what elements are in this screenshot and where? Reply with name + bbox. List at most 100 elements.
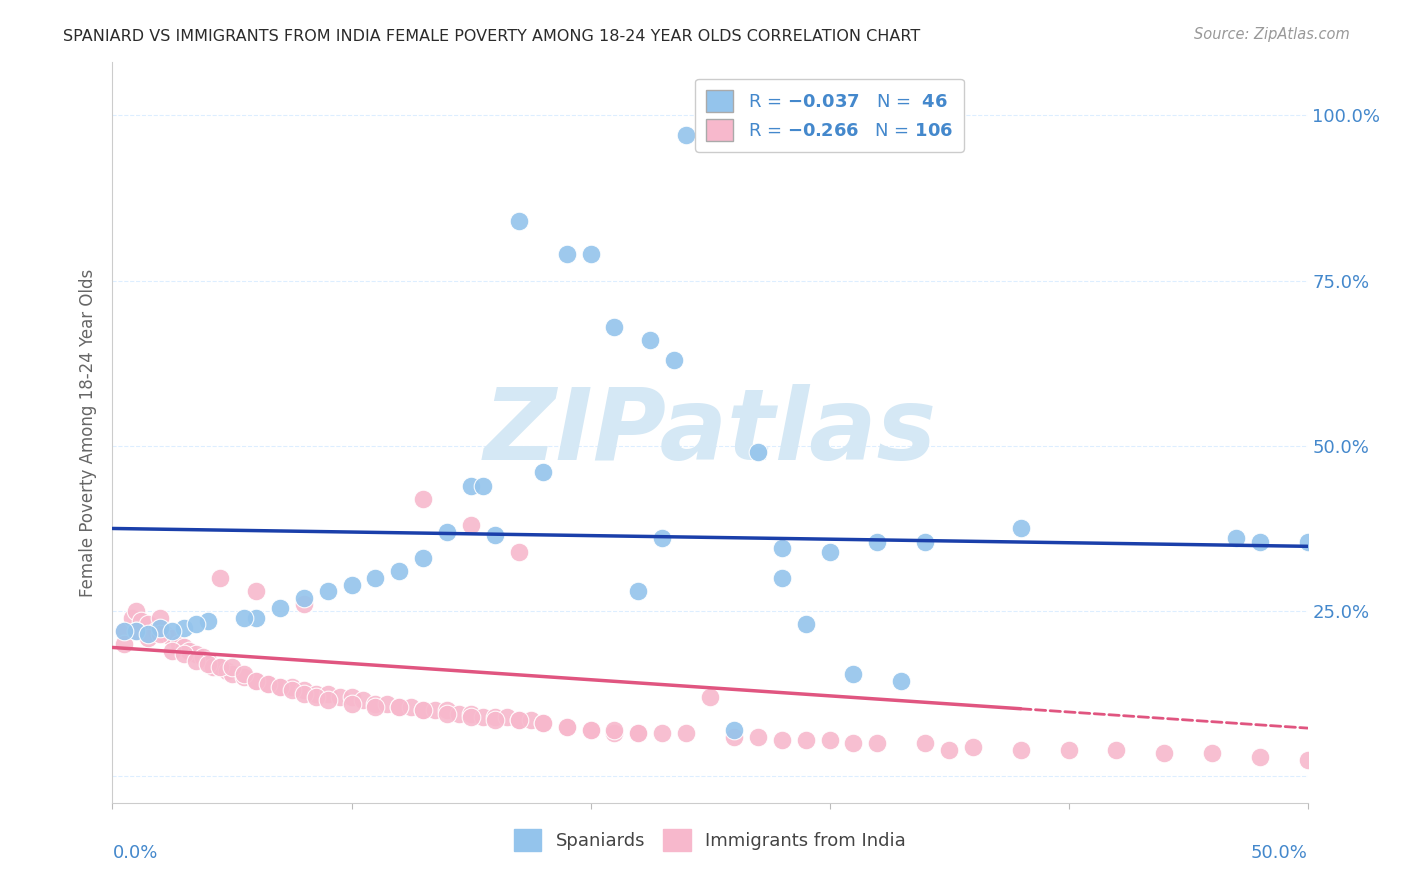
Point [472,710,495,724]
Point [890,673,912,688]
Point [603,726,626,740]
Text: ZIPatlas: ZIPatlas [484,384,936,481]
Point [770,733,793,747]
Point [531,716,554,731]
Point [866,736,889,750]
Point [352,693,374,707]
Point [1249,534,1271,549]
Point [1010,743,1032,757]
Point [496,710,519,724]
Point [866,534,889,549]
Point [412,491,434,506]
Point [412,703,434,717]
Point [305,687,328,701]
Point [193,650,215,665]
Point [125,624,148,638]
Point [460,478,482,492]
Point [138,627,160,641]
Point [508,544,530,558]
Point [603,319,626,334]
Point [197,614,219,628]
Text: 50.0%: 50.0% [1251,844,1308,862]
Point [664,352,686,367]
Point [447,706,470,721]
Point [245,673,267,688]
Point [257,677,280,691]
Point [125,604,148,618]
Point [412,551,434,566]
Point [221,660,243,674]
Point [531,716,554,731]
Point [723,723,745,737]
Point [640,333,662,347]
Point [627,726,650,740]
Point [340,690,363,704]
Point [460,706,482,721]
Point [316,584,339,599]
Point [305,690,328,704]
Point [329,690,352,704]
Point [197,654,219,668]
Point [233,666,256,681]
Point [149,611,172,625]
Point [233,611,256,625]
Point [1010,521,1032,535]
Text: Source: ZipAtlas.com: Source: ZipAtlas.com [1194,27,1350,42]
Point [675,726,697,740]
Point [138,631,160,645]
Point [938,743,960,757]
Point [257,677,280,691]
Point [460,518,482,533]
Point [555,247,578,261]
Point [747,730,769,744]
Point [794,733,817,747]
Point [186,617,208,632]
Point [149,627,172,641]
Point [436,703,458,717]
Point [162,644,183,658]
Point [114,624,135,638]
Point [531,465,554,479]
Point [436,706,458,721]
Point [145,624,167,638]
Point [520,713,543,727]
Point [603,723,626,737]
Y-axis label: Female Poverty Among 18-24 Year Olds: Female Poverty Among 18-24 Year Olds [79,268,97,597]
Point [233,670,256,684]
Point [842,666,865,681]
Point [675,128,697,143]
Point [1296,534,1319,549]
Text: 0.0%: 0.0% [112,844,157,862]
Point [818,544,841,558]
Text: SPANIARD VS IMMIGRANTS FROM INDIA FEMALE POVERTY AMONG 18-24 YEAR OLDS CORRELATI: SPANIARD VS IMMIGRANTS FROM INDIA FEMALE… [63,29,921,44]
Point [316,693,339,707]
Point [1201,746,1223,760]
Point [579,723,602,737]
Point [177,644,200,658]
Point [711,128,734,143]
Point [269,680,291,694]
Point [114,624,135,638]
Point [217,664,239,678]
Point [555,720,578,734]
Point [508,713,530,727]
Point [153,627,176,641]
Point [770,571,793,585]
Point [209,660,232,674]
Point [460,710,482,724]
Point [962,739,984,754]
Point [388,700,411,714]
Point [245,611,267,625]
Point [699,690,721,704]
Point [914,534,936,549]
Point [125,624,148,638]
Point [281,683,304,698]
Point [138,617,160,632]
Point [425,703,447,717]
Point [245,673,267,688]
Point [186,654,208,668]
Point [484,713,506,727]
Point [173,621,195,635]
Point [269,600,291,615]
Point [651,532,673,546]
